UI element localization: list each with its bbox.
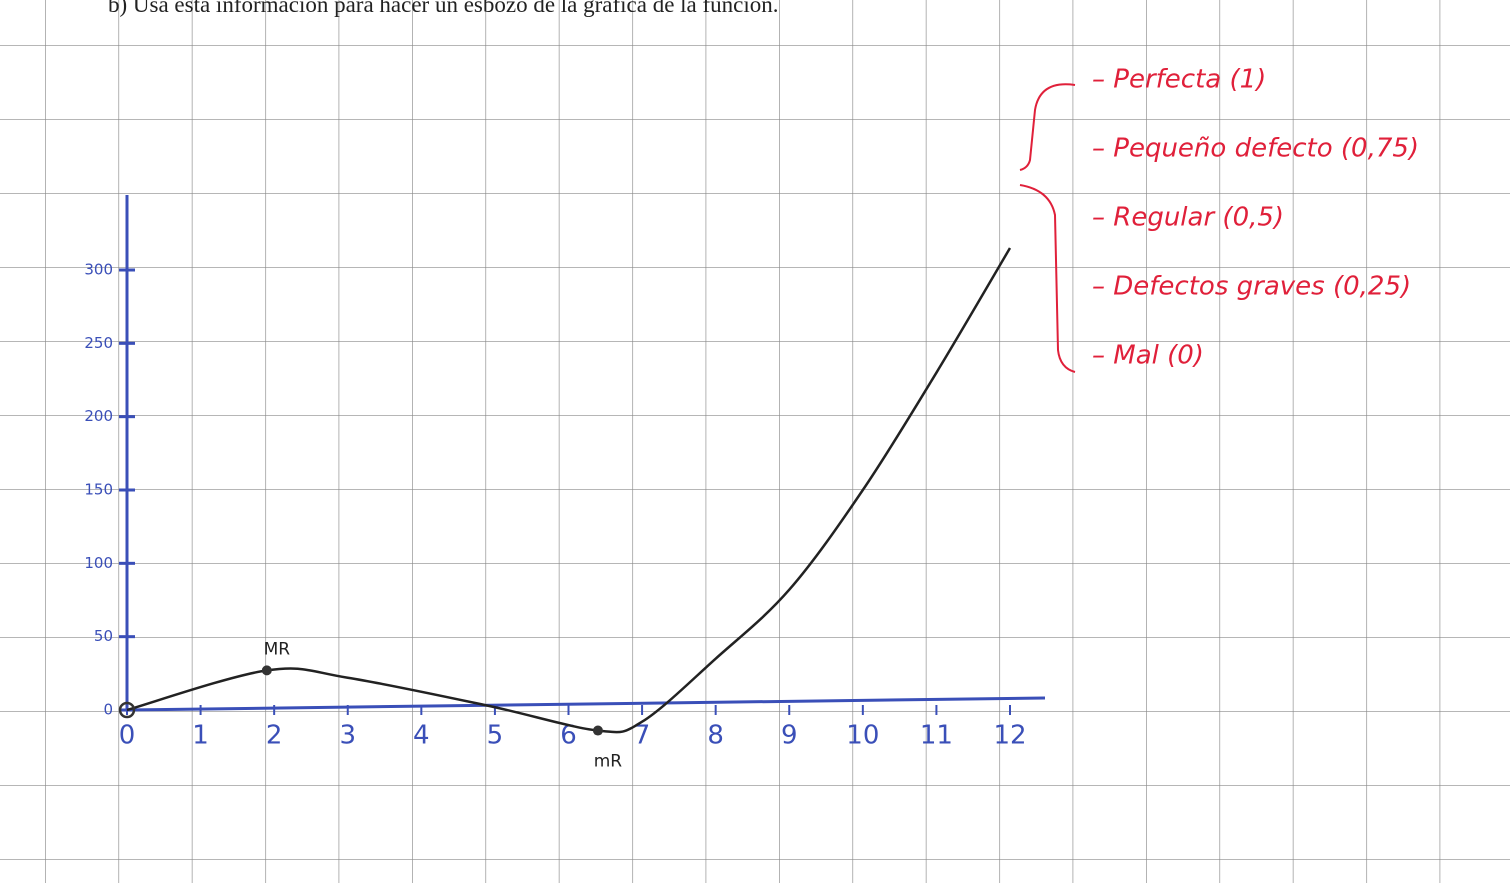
y-tick-label: 150 xyxy=(84,481,113,499)
x-tick-label: 4 xyxy=(413,721,430,751)
x-tick-label: 9 xyxy=(781,721,798,751)
x-tick-label: 11 xyxy=(920,721,953,751)
bracket xyxy=(1019,83,1076,171)
y-tick-label: 0 xyxy=(103,701,113,719)
note-line: – Perfecta (1) xyxy=(1092,65,1266,95)
x-axis xyxy=(126,696,1046,712)
bracket xyxy=(1019,184,1076,373)
x-tick-label: 7 xyxy=(634,721,651,751)
y-tick-label: 300 xyxy=(84,261,113,279)
y-tick-label: 50 xyxy=(94,627,113,645)
x-tick-label: 12 xyxy=(993,721,1026,751)
x-tick-label: 5 xyxy=(487,721,504,751)
note-line: – Defectos graves (0,25) xyxy=(1092,272,1411,302)
annotation-label: MR xyxy=(264,639,291,659)
x-tick-label: 8 xyxy=(707,721,724,751)
x-tick-label: 1 xyxy=(192,721,209,751)
annotation-point xyxy=(261,665,272,676)
x-tick-label: 2 xyxy=(266,721,283,751)
y-tick-label: 100 xyxy=(84,554,113,572)
note-line: – Pequeño defecto (0,75) xyxy=(1092,134,1419,164)
x-tick-label: 6 xyxy=(560,721,577,751)
y-tick-label: 200 xyxy=(84,407,113,425)
annotation-point xyxy=(592,725,603,736)
annotation-label: mR xyxy=(594,752,623,772)
x-tick-label: 0 xyxy=(119,721,136,751)
x-tick-label: 10 xyxy=(846,721,879,751)
curve xyxy=(126,247,1012,734)
origin-point xyxy=(118,701,136,719)
note-line: – Regular (0,5) xyxy=(1092,203,1284,233)
notes: – Perfecta (1) – Pequeño defecto (0,75) – … xyxy=(1019,65,1419,373)
y-tick-label: 250 xyxy=(84,334,113,352)
note-line: – Mal (0) xyxy=(1092,341,1204,371)
x-tick-label: 3 xyxy=(339,721,356,751)
header-text: b) Usa esta información para hacer un es… xyxy=(108,0,779,17)
